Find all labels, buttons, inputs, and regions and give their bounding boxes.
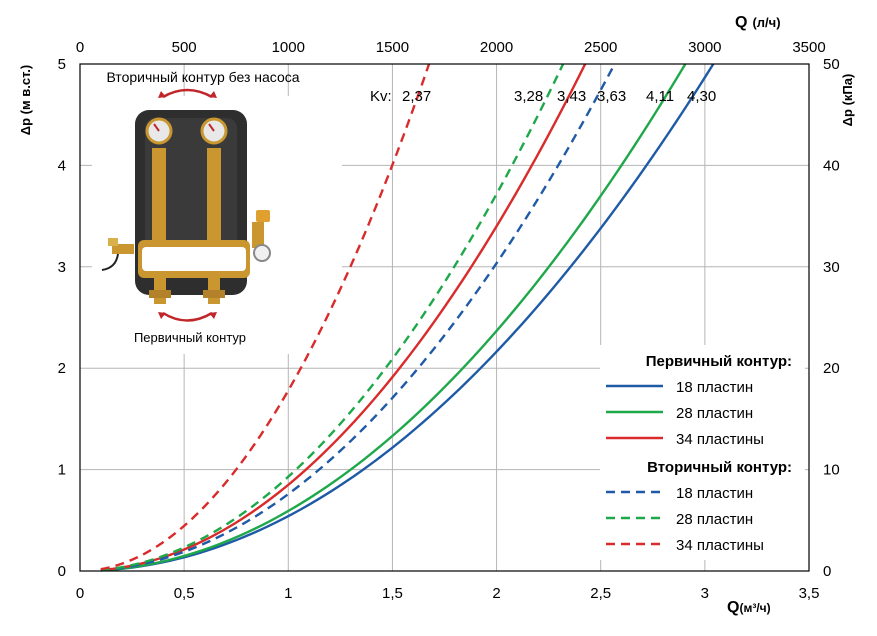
bottom-axis-title: Q(м³/ч): [727, 599, 771, 616]
legend-item-label: 28 пластин: [676, 405, 753, 422]
y-right-tick-label: 10: [823, 462, 840, 479]
legend-item-label: 18 пластин: [676, 485, 753, 502]
x-top-tick-label: 0: [76, 39, 84, 56]
top-axis-title: Q (л/ч): [735, 14, 781, 31]
kv-value: 3,43: [557, 88, 586, 105]
legend-background: [600, 345, 805, 560]
y-right-tick-label: 20: [823, 360, 840, 377]
legend-item-label: 34 пластины: [676, 537, 764, 554]
pressure-gauge-icon: [253, 244, 271, 262]
safety-valve-cap: [256, 210, 270, 222]
series-line-kv-2-37: [100, 63, 431, 571]
kv-value: 4,11: [646, 88, 674, 105]
x-bottom-tick-label: 0,5: [174, 585, 195, 602]
legend-item-label: 18 пластин: [676, 379, 753, 396]
x-bottom-tick-label: 1: [284, 585, 292, 602]
secondary-arrow-right-head: [209, 91, 217, 98]
series-lines: [100, 63, 715, 572]
bottom-axis-unit: (м³/ч): [739, 601, 770, 615]
kv-value: 3,28: [514, 88, 543, 105]
x-top-tick-label: 1500: [376, 39, 409, 56]
series-line-kv-4-11: [100, 63, 687, 572]
sensor-cable: [101, 253, 119, 271]
secondary-arrow-left-head: [158, 91, 166, 98]
tick-labels: 0 0,5 1 1,5 2 2,5 3 3,50 500 1000 1500 2000 2500 3000…: [58, 39, 840, 602]
y-left-tick-label: 5: [58, 56, 66, 73]
x-top-tick-label: 1000: [272, 39, 305, 56]
y-right-tick-label: 0: [823, 563, 831, 580]
x-bottom-tick-label: 3,5: [799, 585, 820, 602]
x-bottom-tick-label: 2,5: [590, 585, 611, 602]
legend-item-label: 28 пластин: [676, 511, 753, 528]
top-axis-unit: (л/ч): [752, 15, 780, 30]
y-left-tick-label: 4: [58, 157, 66, 174]
primary-arrow-left-head: [158, 312, 166, 319]
secondary-circuit-arrow: [162, 88, 213, 99]
x-bottom-tick-label: 2: [492, 585, 500, 602]
x-bottom-tick-label: 1,5: [382, 585, 403, 602]
x-top-tick-label: 500: [172, 39, 197, 56]
heat-exchanger-plate: [142, 247, 246, 271]
plot-frame: [79, 63, 810, 572]
kv-annotation: Kv: 2,37 3,28 3,43 3,63 4,11 4,30: [370, 88, 716, 105]
x-top-tick-label: 2000: [480, 39, 513, 56]
kv-label: Kv:: [370, 88, 392, 105]
right-outlet-nut: [203, 290, 225, 298]
y-right-tick-label: 40: [823, 157, 840, 174]
top-axis-symbol: Q: [735, 14, 747, 31]
y-left-tick-label: 0: [58, 563, 66, 580]
y-left-tick-label: 2: [58, 360, 66, 377]
x-top-tick-label: 3500: [792, 39, 825, 56]
x-top-tick-label: 2500: [584, 39, 617, 56]
legend-group-title: Первичный контур:: [646, 353, 792, 370]
series-line-kv-3-43: [100, 63, 587, 572]
bottom-axis-symbol: Q: [727, 599, 739, 616]
kv-value: 2,37: [402, 88, 431, 105]
kv-value: 3,63: [597, 88, 626, 105]
left-thermometer-needle: [153, 123, 160, 132]
left-valve: [112, 244, 134, 254]
legend-item-label: 34 пластины: [676, 431, 764, 448]
pump-module-illustration: Вторичный контур без насоса Первичный ко…: [92, 69, 342, 354]
left-axis-title: Δp (м в.ст.): [18, 65, 33, 135]
primary-circuit-arrow: [162, 311, 213, 322]
primary-arrow-right-head: [209, 312, 217, 319]
y-left-tick-label: 1: [58, 462, 66, 479]
right-thermometer-needle: [208, 123, 215, 132]
kv-value: 4,30: [687, 88, 716, 105]
right-axis-title: Δp (кПа): [840, 74, 855, 127]
left-outlet-nut: [149, 290, 171, 298]
y-right-tick-label: 30: [823, 259, 840, 276]
legend-group-title: Вторичный контур:: [647, 459, 792, 476]
safety-valve: [252, 222, 264, 248]
x-bottom-tick-label: 3: [701, 585, 709, 602]
primary-circuit-label: Первичный контур: [134, 330, 246, 345]
series-line-kv-3-28: [100, 63, 565, 572]
y-left-tick-label: 3: [58, 259, 66, 276]
y-right-tick-label: 50: [823, 56, 840, 73]
left-valve-handle: [108, 238, 118, 246]
legend: Первичный контур: 18 пластин 28 пластин 34 …: [600, 345, 805, 560]
series-line-kv-4-3: [100, 63, 715, 572]
secondary-circuit-label: Вторичный контур без насоса: [106, 69, 299, 85]
x-top-tick-label: 3000: [688, 39, 721, 56]
x-bottom-tick-label: 0: [76, 585, 84, 602]
series-line-kv-3-63: [100, 63, 616, 572]
